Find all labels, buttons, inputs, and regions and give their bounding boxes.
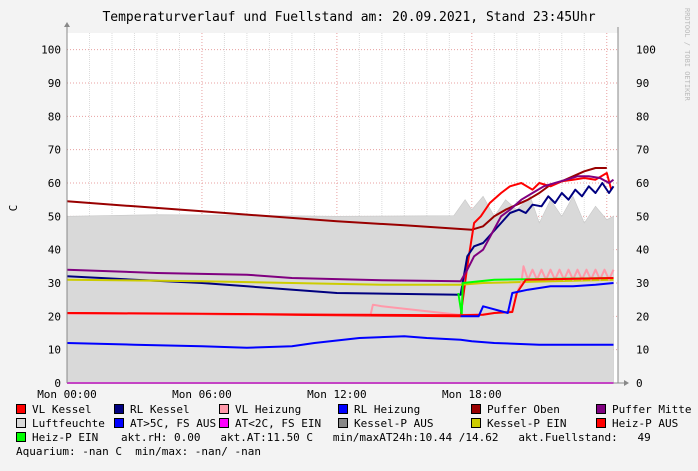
aquarium-readout: Aquarium: -nan C min/max: -nan/ -nan bbox=[16, 445, 262, 458]
legend-swatch bbox=[471, 418, 481, 428]
series-line-puffer-oben bbox=[66, 167, 607, 231]
series-line-rl-heizung bbox=[66, 335, 614, 349]
legend-swatch bbox=[114, 418, 124, 428]
y-tick-label-left: 100 bbox=[41, 44, 61, 57]
legend-swatch bbox=[338, 404, 348, 414]
watermark: RRDTOOL / TOBI OETIKER bbox=[683, 8, 691, 102]
x-tick-label: Mon 18:00 bbox=[442, 388, 502, 401]
series-line-kessel-p-ein bbox=[66, 278, 614, 286]
y-tick-label-right: 100 bbox=[636, 44, 656, 57]
y-tick-label-left: 90 bbox=[48, 77, 61, 90]
y-tick-label-left: 0 bbox=[54, 377, 61, 390]
legend-swatch bbox=[219, 418, 229, 428]
legend-label: RL Heizung bbox=[354, 403, 421, 416]
y-tick-label-right: 90 bbox=[636, 77, 649, 90]
legend-item-luftfeuchte: Luftfeuchte bbox=[16, 417, 105, 430]
legend-swatch bbox=[471, 404, 481, 414]
legend-label: AT<2C, FS EIN bbox=[235, 417, 322, 430]
y-tick-label-right: 20 bbox=[636, 310, 649, 323]
y-axis-label: C bbox=[7, 205, 20, 212]
legend-item-rl-heizung: RL Heizung bbox=[338, 403, 420, 416]
legend-label: Kessel-P EIN bbox=[487, 417, 567, 430]
y-tick-label-right: 60 bbox=[636, 177, 649, 190]
y-tick-label-right: 40 bbox=[636, 244, 649, 257]
legend-item-heiz-p-ein: Heiz-P EIN bbox=[16, 431, 98, 444]
legend-item-vl-heizung: VL Heizung bbox=[219, 403, 301, 416]
y-tick-label-right: 30 bbox=[636, 277, 649, 290]
y-tick-label-right: 80 bbox=[636, 110, 649, 123]
legend-item-vl-kessel: VL Kessel bbox=[16, 403, 92, 416]
legend-item-heiz-p-aus: Heiz-P AUS bbox=[596, 417, 678, 430]
legend-label: VL Kessel bbox=[32, 403, 92, 416]
y-tick-label-left: 60 bbox=[48, 177, 61, 190]
series-line-at-5c-fs-aus bbox=[460, 282, 614, 318]
y-tick-label-left: 50 bbox=[48, 210, 61, 223]
legend-label: Puffer Oben bbox=[487, 403, 560, 416]
series-line-rl-kessel bbox=[66, 182, 615, 296]
x-tick-label: Mon 12:00 bbox=[307, 388, 367, 401]
series-line-heiz-p-aus bbox=[66, 277, 614, 317]
axes: 0 0 10 10 20 20 30 30 40 40 50 50 60 60 70 70 80 80 90 90 10… bbox=[37, 22, 656, 401]
legend-item-at-5c-fs-aus: AT>5C, FS AUS bbox=[114, 417, 216, 430]
legend-swatch bbox=[596, 418, 606, 428]
legend-swatch bbox=[16, 418, 26, 428]
legend-label: Heiz-P EIN bbox=[32, 431, 99, 444]
y-tick-label-left: 40 bbox=[48, 244, 61, 257]
y-tick-label-left: 30 bbox=[48, 277, 61, 290]
x-tick-label: Mon 00:00 bbox=[37, 388, 97, 401]
chart-title: Temperaturverlauf und Fuellstand am: 20.… bbox=[102, 10, 595, 25]
legend-item-kessel-p-ein: Kessel-P EIN bbox=[471, 417, 566, 430]
legend-swatch bbox=[219, 404, 229, 414]
legend-item-puffer-mitte: Puffer Mitte bbox=[596, 403, 691, 416]
y-tick-label-right: 70 bbox=[636, 144, 649, 157]
legend-swatch bbox=[16, 432, 26, 442]
legend-item-puffer-oben: Puffer Oben bbox=[471, 403, 560, 416]
legend-label: Heiz-P AUS bbox=[612, 417, 679, 430]
legend-swatch bbox=[596, 404, 606, 414]
legend-label: VL Heizung bbox=[235, 403, 302, 416]
y-tick-label-left: 70 bbox=[48, 144, 61, 157]
y-axis-arrow bbox=[64, 22, 70, 27]
legend-item-at-2c-fs-ein: AT<2C, FS EIN bbox=[219, 417, 321, 430]
legend-item-kessel-p-aus: Kessel-P AUS bbox=[338, 417, 433, 430]
x-axis-arrow bbox=[624, 380, 629, 386]
y-tick-label-left: 20 bbox=[48, 310, 61, 323]
legend-label: AT>5C, FS AUS bbox=[130, 417, 217, 430]
y-tick-label-right: 50 bbox=[636, 210, 649, 223]
y-tick-label-left: 80 bbox=[48, 110, 61, 123]
x-tick-label: Mon 06:00 bbox=[172, 388, 232, 401]
legend-label: Luftfeuchte bbox=[32, 417, 105, 430]
legend-swatch bbox=[338, 418, 348, 428]
plot-series bbox=[66, 167, 615, 384]
legend-swatch bbox=[16, 404, 26, 414]
legend-label: Puffer Mitte bbox=[612, 403, 692, 416]
legend-swatch bbox=[114, 404, 124, 414]
series-line-puffer-mitte bbox=[66, 175, 615, 283]
legend-label: RL Kessel bbox=[130, 403, 190, 416]
legend-item-rl-kessel: RL Kessel bbox=[114, 403, 190, 416]
y-tick-label-left: 10 bbox=[48, 344, 61, 357]
status-readout: akt.rH: 0.00 akt.AT:11.50 C min/maxAT24h… bbox=[121, 431, 651, 444]
legend-label: Kessel-P AUS bbox=[354, 417, 434, 430]
y-tick-label-right: 10 bbox=[636, 344, 649, 357]
y-tick-label-right: 0 bbox=[636, 377, 643, 390]
